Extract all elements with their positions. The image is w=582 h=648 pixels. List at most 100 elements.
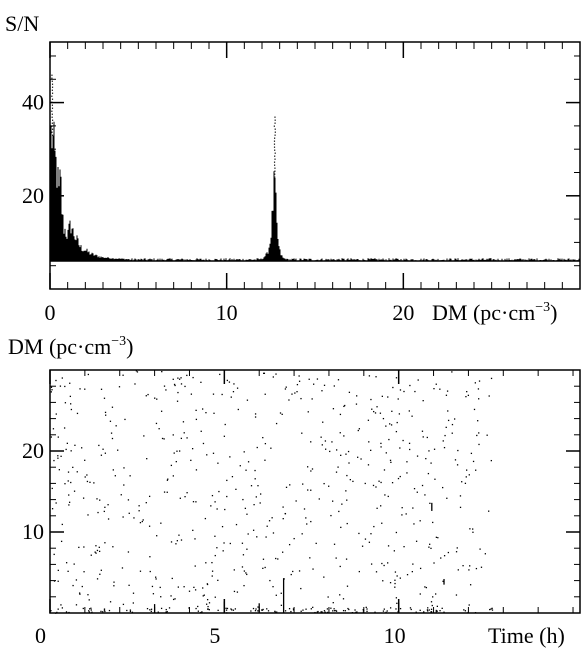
event-dot [345, 453, 347, 455]
event-dot [161, 437, 164, 440]
event-dot [396, 575, 398, 577]
event-dot [396, 421, 398, 424]
event-dot [74, 444, 76, 446]
event-dot [413, 523, 415, 525]
event-dot [332, 408, 335, 410]
event-dot [339, 594, 341, 596]
event-dot [64, 385, 66, 388]
event-dot [462, 565, 464, 567]
event-dot [59, 385, 62, 387]
event-dot [174, 384, 176, 387]
event-dot [179, 497, 181, 499]
event-dot [180, 437, 183, 440]
event-dot [275, 557, 277, 560]
event-dot [335, 557, 337, 559]
event-dot-low [290, 610, 292, 613]
event-dot [257, 485, 259, 487]
event-dot [271, 517, 273, 519]
event-dot [282, 518, 284, 520]
event-dot [96, 549, 99, 552]
event-dot [443, 446, 446, 449]
event-dot [268, 520, 271, 522]
peak-dot [51, 98, 54, 100]
event-dot [445, 426, 447, 429]
event-dot [285, 386, 287, 388]
event-dot-low [443, 611, 445, 613]
event-dot [408, 410, 410, 412]
event-dot [82, 497, 85, 499]
event-dot [439, 610, 441, 612]
event-dot [417, 379, 419, 381]
event-dot [366, 610, 368, 613]
event-dot [111, 406, 114, 408]
event-dot [123, 467, 125, 469]
event-dot [159, 586, 161, 589]
event-dot [430, 608, 433, 610]
event-dot-low [409, 607, 412, 609]
event-dot [233, 590, 236, 593]
event-dot [147, 393, 149, 396]
event-dot [84, 476, 86, 478]
event-dot [214, 554, 216, 557]
top-ytick-label: 40 [22, 90, 44, 115]
event-dot [367, 419, 370, 421]
event-dot [53, 459, 55, 462]
event-dot [358, 428, 361, 430]
event-dot [235, 488, 237, 491]
event-dot [348, 462, 350, 464]
event-dot [151, 585, 154, 588]
event-dot-low [266, 608, 268, 610]
event-dot [477, 420, 479, 422]
event-dot-low [284, 610, 287, 612]
event-dot [263, 372, 265, 374]
event-dot [399, 389, 402, 391]
event-dot [288, 543, 291, 546]
event-dot [195, 469, 198, 471]
event-dot [259, 493, 262, 495]
event-dot [86, 480, 89, 483]
event-dot [426, 609, 429, 611]
event-dot-low [428, 609, 430, 611]
event-dot [421, 430, 424, 432]
event-dot [346, 585, 349, 587]
event-dot-low [427, 607, 429, 609]
event-dot-low [254, 609, 257, 612]
event-dot [395, 531, 398, 534]
event-dot [339, 413, 342, 416]
event-dot [394, 582, 396, 585]
event-dot [282, 506, 284, 508]
event-dot [387, 545, 390, 547]
event-dot [136, 371, 139, 373]
event-dot-low [419, 609, 421, 611]
event-dot [51, 508, 54, 510]
event-dot [332, 602, 334, 604]
event-dot [469, 528, 471, 530]
peak-dot [52, 119, 54, 121]
event-dot [88, 599, 90, 601]
event-dot-low [435, 609, 437, 612]
event-dot [229, 456, 231, 458]
event-dot [188, 590, 191, 592]
sn-vs-dm-panel: S/N 0 10 20 20 40 DM (pc·cm−3) [5, 11, 581, 325]
event-dot [243, 570, 246, 572]
event-dot [207, 605, 209, 608]
event-dot [480, 566, 483, 568]
event-dot [357, 456, 359, 458]
event-dot [195, 418, 198, 421]
event-dot [81, 447, 83, 449]
event-dot [132, 592, 135, 594]
event-dot [70, 481, 72, 484]
event-dot [401, 507, 403, 509]
event-dot [436, 605, 439, 607]
event-dot [461, 481, 463, 483]
event-dot [403, 546, 405, 548]
event-dot [430, 462, 432, 464]
event-dot [399, 475, 401, 478]
peak-dot [274, 134, 276, 136]
event-dot [302, 483, 304, 485]
event-dot-low [82, 607, 84, 610]
event-dot [87, 373, 90, 376]
event-dot [217, 579, 219, 582]
event-dot [392, 386, 394, 389]
event-dot [229, 542, 231, 545]
